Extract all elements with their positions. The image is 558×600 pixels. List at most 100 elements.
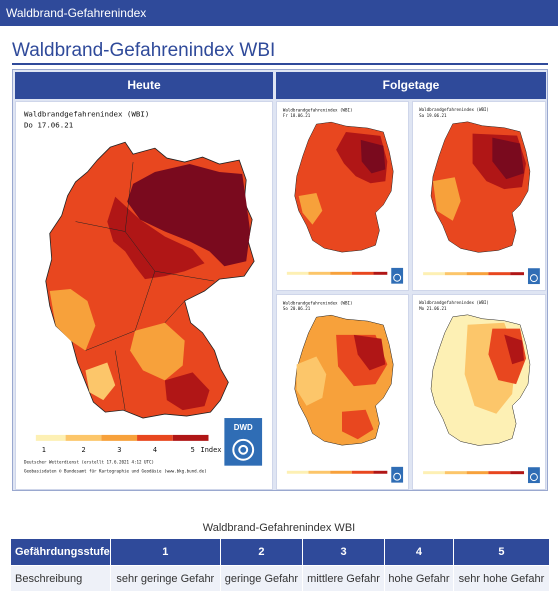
legend-table-caption: Waldbrand-Gefahrenindex WBI xyxy=(202,522,356,534)
map-forecast-graphic: Waldbrandgefahrenindex (WBI) Fr 18.06.21 xyxy=(283,107,404,284)
legend-swatch xyxy=(373,470,388,474)
map-forecast-graphic: Waldbrandgefahrenindex (WBI) So 20.06.21 xyxy=(283,300,404,483)
map-zone-very-high xyxy=(127,164,251,267)
table-header-cell: 3 xyxy=(302,538,385,566)
legend-swatch xyxy=(373,271,388,275)
legend-swatch-4 xyxy=(137,434,173,441)
legend-swatch-5 xyxy=(172,434,209,441)
map-zone-low-sw xyxy=(85,362,116,401)
table-cell: geringe Gefahr xyxy=(219,565,304,592)
map-zone-high xyxy=(107,196,205,280)
dwd-logo xyxy=(391,267,404,284)
legend-swatch xyxy=(423,272,445,276)
legend-swatch xyxy=(510,272,525,276)
map-today[interactable]: Waldbrandgefahrenindex (WBI) Do 17.06.21… xyxy=(15,101,273,490)
forecast-zone-medium xyxy=(298,193,323,225)
column-header-today: Heute xyxy=(15,72,273,99)
legend-swatch xyxy=(510,471,525,475)
forecast-zone-very-high xyxy=(353,334,386,371)
dwd-logo-swirl-inner xyxy=(238,444,249,455)
legend-swatch xyxy=(286,271,309,275)
table-header-row: Gefährdungsstufe 1 2 3 4 5 xyxy=(10,538,551,566)
map-forecast-graphic: Waldbrandgefahrenindex (WBI) Mo 21.06.21 xyxy=(419,300,540,484)
table-cell: hohe Gefahr xyxy=(383,565,454,592)
dwd-logo xyxy=(224,418,263,466)
legend-number: 3 xyxy=(117,446,121,454)
map-forecast-day-2[interactable]: Waldbrandgefahrenindex (WBI) Sa 19.06.21 xyxy=(412,101,546,291)
legend-swatch xyxy=(488,272,511,276)
dwd-logo xyxy=(391,466,404,483)
table-header-cell: 2 xyxy=(219,538,304,566)
page-title: Waldbrand-Gefahrenindex WBI xyxy=(12,40,276,61)
table-header-cell: 1 xyxy=(110,538,221,566)
legend-number: 4 xyxy=(153,446,157,454)
forecast-date: So 20.06.21 xyxy=(283,306,311,311)
legend-swatch xyxy=(351,470,374,474)
table-cell: sehr hohe Gefahr xyxy=(452,565,551,592)
table-row: Beschreibung sehr geringe Gefahr geringe… xyxy=(10,565,551,592)
dwd-logo xyxy=(527,268,540,285)
legend-swatch xyxy=(466,272,489,276)
legend-swatch-1 xyxy=(35,434,66,441)
legend-unit: Index xyxy=(201,446,222,454)
legend-swatch xyxy=(330,470,352,474)
map-zone-medium-west xyxy=(49,289,96,351)
forecast-date: Sa 19.06.21 xyxy=(419,113,447,118)
map-zone-medium-south xyxy=(130,322,185,381)
dwd-logo-swirl xyxy=(393,472,402,481)
legend-swatch xyxy=(444,471,467,475)
forecast-date: Mo 21.06.21 xyxy=(419,306,447,311)
forecast-zone-very-high xyxy=(504,334,525,365)
map-today-title: Waldbrandgefahrenindex (WBI) xyxy=(24,109,149,118)
table-header-cell: Gefährdungsstufe xyxy=(10,538,111,566)
dwd-logo xyxy=(527,467,540,484)
dwd-logo-swirl xyxy=(393,273,402,282)
legend-number: 1 xyxy=(42,446,46,454)
legend-swatch-3 xyxy=(101,434,138,441)
map-state-borders xyxy=(75,162,215,411)
forecast-title: Waldbrandgefahrenindex (WBI) xyxy=(419,300,489,305)
column-header-next-days: Folgetage xyxy=(276,72,546,99)
danger-level-table: Gefährdungsstufe 1 2 3 4 5 Beschreibung … xyxy=(10,538,551,592)
map-forecast-day-1[interactable]: Waldbrandgefahrenindex (WBI) Fr 18.06.21 xyxy=(276,101,409,291)
legend-swatch xyxy=(351,271,374,275)
credit-line-2: Geobasisdaten © Bundesamt für Kartograph… xyxy=(24,469,207,474)
forecast-zone-high-south xyxy=(342,409,374,440)
dwd-logo-swirl xyxy=(232,438,255,461)
map-forecast-day-4[interactable]: Waldbrandgefahrenindex (WBI) Mo 21.06.21 xyxy=(412,294,546,490)
title-divider xyxy=(12,63,548,65)
dwd-logo-text: DWD xyxy=(234,423,253,432)
dwd-logo-swirl xyxy=(529,274,538,283)
legend-swatch xyxy=(330,271,352,275)
legend-swatch-2 xyxy=(65,434,102,441)
table-cell: sehr geringe Gefahr xyxy=(110,565,221,592)
forecast-zone-extreme xyxy=(360,139,386,174)
forecast-title: Waldbrandgefahrenindex (WBI) xyxy=(283,300,353,305)
credit-line-1: Deutscher Wetterdienst (erstellt 17.6.20… xyxy=(24,460,154,465)
map-today-date: Do 17.06.21 xyxy=(24,120,73,129)
table-cell: mittlere Gefahr xyxy=(302,565,385,592)
map-zone-high-south xyxy=(164,372,210,411)
map-forecast-day-3[interactable]: Waldbrandgefahrenindex (WBI) So 20.06.21 xyxy=(276,294,409,490)
legend-swatch xyxy=(466,471,489,475)
legend-number: 2 xyxy=(81,446,85,454)
legend-swatch xyxy=(423,471,445,475)
table-header-cell: 5 xyxy=(452,538,551,566)
legend-number: 5 xyxy=(191,446,195,454)
maps-panel: Heute Folgetage Waldbrandgefahrenindex (… xyxy=(12,69,548,491)
dwd-logo-swirl xyxy=(529,473,538,482)
forecast-zone-low xyxy=(296,356,327,406)
table-header-cell: 4 xyxy=(383,538,454,566)
forecast-date: Fr 18.06.21 xyxy=(283,113,311,118)
forecast-zone-medium xyxy=(432,177,461,221)
map-forecast-graphic: Waldbrandgefahrenindex (WBI) Sa 19.06.21 xyxy=(419,107,540,285)
legend-swatch xyxy=(488,471,511,475)
top-bar: Waldbrand-Gefahrenindex xyxy=(0,0,558,26)
legend-swatch xyxy=(286,470,309,474)
legend-swatch xyxy=(308,470,331,474)
legend-swatch xyxy=(444,272,467,276)
map-today-graphic: Waldbrandgefahrenindex (WBI) Do 17.06.21… xyxy=(24,109,263,474)
legend-swatch xyxy=(308,271,331,275)
forecast-zone-extreme xyxy=(492,137,525,180)
forecast-title: Waldbrandgefahrenindex (WBI) xyxy=(283,107,353,112)
